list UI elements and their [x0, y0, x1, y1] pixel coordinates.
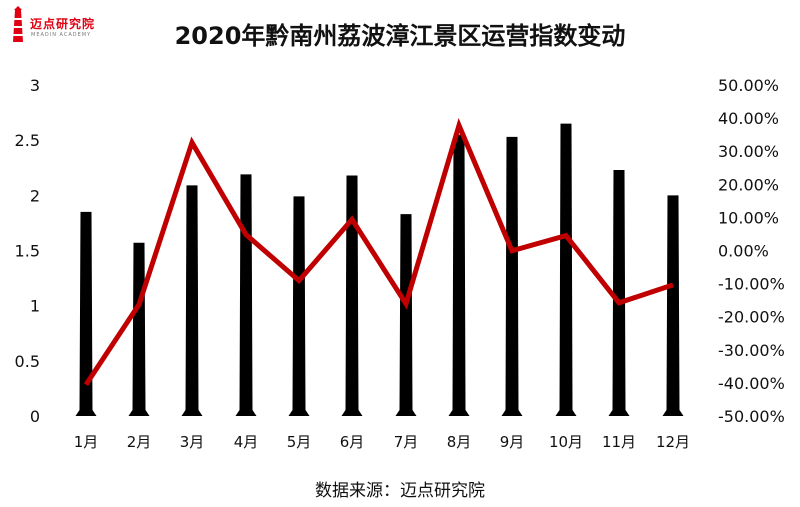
bar [395, 214, 417, 416]
right-tick-label: 50.00% [718, 76, 779, 95]
x-tick-label: 1月 [74, 433, 99, 451]
logo-subtext: MEADIN ACADEMY [31, 32, 92, 38]
lighthouse-icon [13, 6, 23, 42]
right-axis-ticks: -50.00% -40.00% -30.00% -20.00% -10.00% 0.00%… [718, 76, 785, 426]
right-tick-label: 40.00% [718, 109, 779, 128]
bar [235, 174, 257, 416]
logo-text: 迈点研究院 [30, 17, 96, 31]
right-tick-label: -50.00% [718, 407, 785, 426]
source-note: 数据来源：迈点研究院 [315, 481, 485, 501]
right-tick-label: 20.00% [718, 175, 779, 194]
left-tick-label: 1 [30, 297, 40, 316]
x-tick-label: 5月 [287, 433, 312, 451]
right-tick-label: -40.00% [718, 374, 785, 393]
x-tick-label: 4月 [234, 433, 259, 451]
x-tick-label: 11月 [602, 433, 636, 451]
bar [662, 195, 684, 416]
right-tick-label: -10.00% [718, 275, 785, 294]
x-tick-label: 9月 [500, 433, 525, 451]
right-tick-label: -20.00% [718, 308, 785, 327]
x-tick-label: 12月 [656, 433, 690, 451]
bar [341, 175, 363, 416]
bar [448, 134, 470, 416]
x-tick-label: 6月 [340, 433, 365, 451]
right-tick-label: 0.00% [718, 242, 769, 261]
bar [288, 196, 310, 416]
left-tick-label: 2.5 [15, 131, 40, 150]
x-tick-label: 10月 [549, 433, 583, 451]
chart-canvas: 0 0.5 1 1.5 2 2.5 3 -50.00% -40.00% -30.00% -20.0… [15, 76, 785, 451]
x-axis-ticks: 1月 2月 3月 4月 5月 6月 7月 8月 9月 10月 11月 12月 [74, 433, 690, 451]
bar [128, 242, 150, 416]
right-tick-label: 10.00% [718, 208, 779, 227]
x-tick-label: 2月 [127, 433, 152, 451]
series-line [83, 118, 674, 386]
left-tick-label: 3 [30, 76, 40, 95]
left-axis-ticks: 0 0.5 1 1.5 2 2.5 3 [15, 76, 40, 426]
x-tick-label: 7月 [394, 433, 419, 451]
left-tick-label: 0.5 [15, 352, 40, 371]
right-tick-label: -30.00% [718, 341, 785, 360]
x-tick-label: 3月 [180, 433, 205, 451]
bar [501, 136, 523, 416]
left-tick-label: 1.5 [15, 242, 40, 261]
bar [555, 123, 577, 416]
right-tick-label: 30.00% [718, 142, 779, 161]
bar [181, 185, 203, 416]
left-tick-label: 0 [30, 407, 40, 426]
bar [608, 169, 630, 416]
line-series [83, 118, 674, 386]
left-tick-label: 2 [30, 186, 40, 205]
brand-logo: 迈点研究院 MEADIN ACADEMY [8, 6, 128, 50]
x-tick-label: 8月 [447, 433, 472, 451]
bar [75, 211, 97, 416]
chart-title: 2020年黔南州荔波漳江景区运营指数变动 [174, 22, 626, 50]
